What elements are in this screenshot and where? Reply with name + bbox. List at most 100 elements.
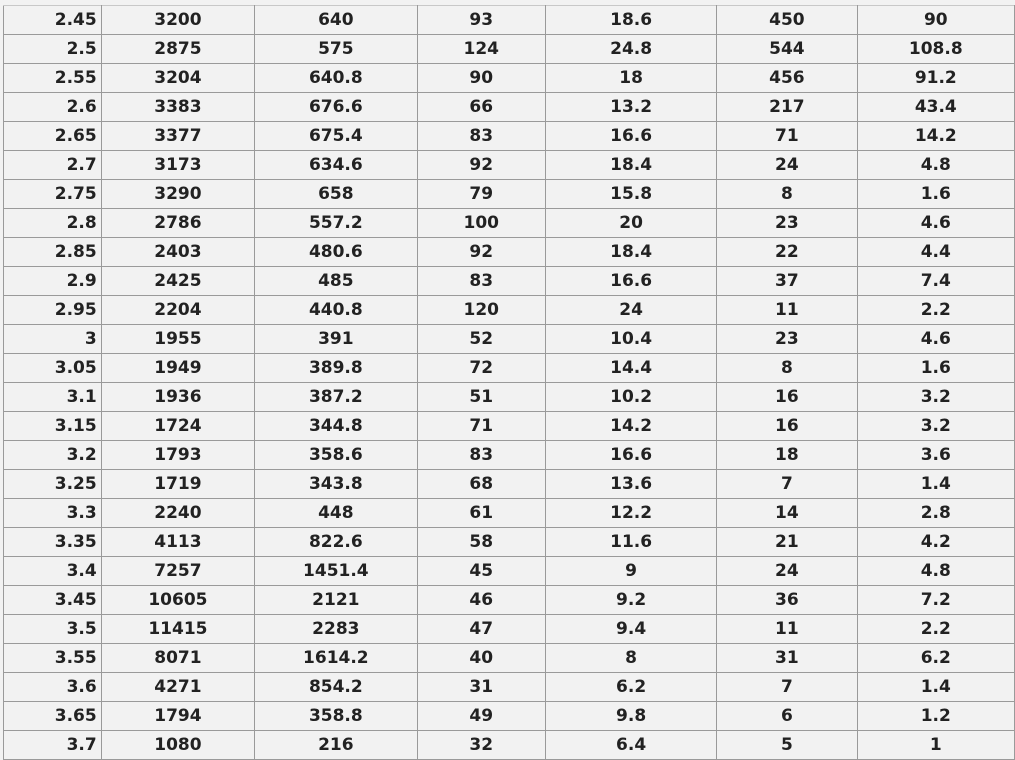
table-cell[interactable]: 13.6	[544, 469, 718, 499]
table-cell[interactable]: 3.6	[856, 440, 1015, 470]
table-cell[interactable]: 3.1	[3, 382, 102, 412]
table-cell[interactable]: 7.2	[856, 585, 1015, 615]
table-cell[interactable]: 2.2	[856, 295, 1015, 325]
table-cell[interactable]: 108.8	[856, 34, 1015, 64]
table-cell[interactable]: 71	[716, 121, 858, 151]
table-cell[interactable]: 11	[716, 614, 858, 644]
table-cell[interactable]: 8071	[100, 643, 256, 673]
table-cell[interactable]: 1955	[100, 324, 256, 354]
table-cell[interactable]: 1794	[100, 701, 256, 731]
table-cell[interactable]: 7	[716, 672, 858, 702]
table-cell[interactable]: 124	[416, 34, 546, 64]
table-cell[interactable]: 14.2	[544, 411, 718, 441]
table-cell[interactable]: 1	[856, 730, 1015, 760]
table-cell[interactable]: 854.2	[254, 672, 418, 702]
table-cell[interactable]: 18.6	[544, 5, 718, 35]
table-cell[interactable]: 2.8	[856, 498, 1015, 528]
table-cell[interactable]: 6.2	[544, 672, 718, 702]
table-cell[interactable]: 3.05	[3, 353, 102, 383]
table-cell[interactable]: 2.7	[3, 150, 102, 180]
table-cell[interactable]: 3.3	[3, 498, 102, 528]
table-cell[interactable]: 1793	[100, 440, 256, 470]
table-cell[interactable]: 15.8	[544, 179, 718, 209]
table-cell[interactable]: 20	[544, 208, 718, 238]
table-cell[interactable]: 2283	[254, 614, 418, 644]
table-cell[interactable]: 32	[416, 730, 546, 760]
table-cell[interactable]: 3.6	[3, 672, 102, 702]
table-cell[interactable]: 9.2	[544, 585, 718, 615]
table-cell[interactable]: 2240	[100, 498, 256, 528]
table-cell[interactable]: 68	[416, 469, 546, 499]
table-cell[interactable]: 23	[716, 208, 858, 238]
table-cell[interactable]: 2121	[254, 585, 418, 615]
table-cell[interactable]: 9.4	[544, 614, 718, 644]
table-cell[interactable]: 10.2	[544, 382, 718, 412]
table-cell[interactable]: 2.6	[3, 92, 102, 122]
table-cell[interactable]: 3.15	[3, 411, 102, 441]
table-cell[interactable]: 1.6	[856, 179, 1015, 209]
table-cell[interactable]: 2875	[100, 34, 256, 64]
table-cell[interactable]: 83	[416, 440, 546, 470]
table-cell[interactable]: 3.2	[856, 411, 1015, 441]
table-cell[interactable]: 9.8	[544, 701, 718, 731]
table-cell[interactable]: 18	[716, 440, 858, 470]
table-cell[interactable]: 72	[416, 353, 546, 383]
table-cell[interactable]: 83	[416, 121, 546, 151]
table-cell[interactable]: 3200	[100, 5, 256, 35]
table-cell[interactable]: 24.8	[544, 34, 718, 64]
table-cell[interactable]: 1724	[100, 411, 256, 441]
table-cell[interactable]: 4.8	[856, 150, 1015, 180]
table-cell[interactable]: 31	[716, 643, 858, 673]
table-cell[interactable]: 2786	[100, 208, 256, 238]
table-cell[interactable]: 120	[416, 295, 546, 325]
table-cell[interactable]: 4.4	[856, 237, 1015, 267]
table-cell[interactable]: 71	[416, 411, 546, 441]
table-cell[interactable]: 58	[416, 527, 546, 557]
table-cell[interactable]: 440.8	[254, 295, 418, 325]
table-cell[interactable]: 3290	[100, 179, 256, 209]
table-cell[interactable]: 24	[716, 556, 858, 586]
table-cell[interactable]: 8	[716, 179, 858, 209]
table-cell[interactable]: 8	[544, 643, 718, 673]
table-cell[interactable]: 2425	[100, 266, 256, 296]
table-cell[interactable]: 22	[716, 237, 858, 267]
table-cell[interactable]: 485	[254, 266, 418, 296]
table-cell[interactable]: 1451.4	[254, 556, 418, 586]
table-cell[interactable]: 4271	[100, 672, 256, 702]
table-cell[interactable]: 4.8	[856, 556, 1015, 586]
table-cell[interactable]: 1.4	[856, 469, 1015, 499]
table-cell[interactable]: 4.6	[856, 324, 1015, 354]
table-cell[interactable]: 45	[416, 556, 546, 586]
table-cell[interactable]: 2.65	[3, 121, 102, 151]
table-cell[interactable]: 1949	[100, 353, 256, 383]
table-cell[interactable]: 16.6	[544, 440, 718, 470]
table-cell[interactable]: 3.35	[3, 527, 102, 557]
table-cell[interactable]: 3.45	[3, 585, 102, 615]
table-cell[interactable]: 2.9	[3, 266, 102, 296]
table-cell[interactable]: 11	[716, 295, 858, 325]
table-cell[interactable]: 640.8	[254, 63, 418, 93]
table-cell[interactable]: 1936	[100, 382, 256, 412]
table-cell[interactable]: 36	[716, 585, 858, 615]
table-cell[interactable]: 2.95	[3, 295, 102, 325]
table-cell[interactable]: 448	[254, 498, 418, 528]
table-cell[interactable]: 18	[544, 63, 718, 93]
table-cell[interactable]: 4.2	[856, 527, 1015, 557]
table-cell[interactable]: 1080	[100, 730, 256, 760]
table-cell[interactable]: 2.45	[3, 5, 102, 35]
table-cell[interactable]: 2.75	[3, 179, 102, 209]
table-cell[interactable]: 640	[254, 5, 418, 35]
table-cell[interactable]: 3.7	[3, 730, 102, 760]
table-cell[interactable]: 90	[416, 63, 546, 93]
table-cell[interactable]: 3204	[100, 63, 256, 93]
table-cell[interactable]: 1614.2	[254, 643, 418, 673]
table-cell[interactable]: 358.6	[254, 440, 418, 470]
table-cell[interactable]: 3.2	[856, 382, 1015, 412]
table-cell[interactable]: 7	[716, 469, 858, 499]
table-cell[interactable]: 4.6	[856, 208, 1015, 238]
table-cell[interactable]: 24	[544, 295, 718, 325]
table-cell[interactable]: 389.8	[254, 353, 418, 383]
table-cell[interactable]: 14	[716, 498, 858, 528]
table-cell[interactable]: 24	[716, 150, 858, 180]
table-cell[interactable]: 391	[254, 324, 418, 354]
